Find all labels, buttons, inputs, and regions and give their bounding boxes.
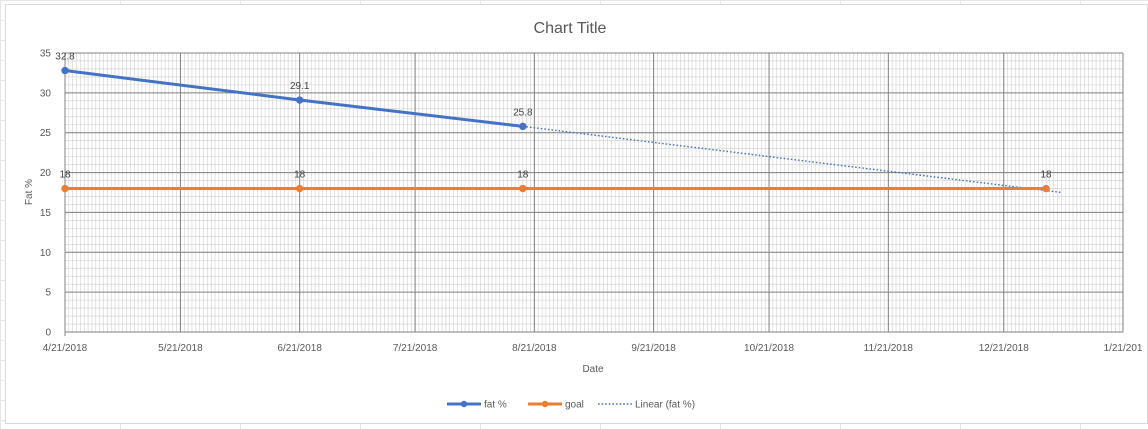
x-axis-tick-labels: 4/21/2018 5/21/2018 6/21/2018 7/21/2018 8/21… [43,343,1143,354]
x-tick-label: 11/21/2018 [864,343,914,354]
data-labels: 32.8 29.1 25.8 18 18 18 18 [55,52,1052,181]
y-tick-label: 30 [40,88,52,99]
x-tick-label: 9/21/2018 [631,343,676,354]
x-tick-label: 5/21/2018 [158,343,203,354]
legend-label: fat % [484,400,507,411]
data-point-goal[interactable] [295,184,304,193]
data-label-goal: 18 [1040,170,1052,181]
legend[interactable]: fat % goal Linear (fat %) [447,400,695,411]
y-tick-label: 0 [45,328,51,339]
x-axis-title[interactable]: Date [582,364,604,375]
legend-swatch-marker [541,400,549,408]
major-gridlines [64,52,1124,336]
data-point-goal[interactable] [1042,184,1050,193]
legend-item[interactable]: fat % [447,400,507,411]
series-layer [61,66,1062,194]
data-label-goal: 18 [517,170,529,181]
x-tick-label: 12/21/2018 [979,343,1029,354]
data-point-fat[interactable] [519,122,527,131]
legend-item[interactable]: Linear (fat %) [598,400,695,411]
data-point-fat[interactable] [295,96,304,104]
x-tick-label: 1/21/201 [1104,343,1143,354]
minor-gridlines [64,52,1124,333]
data-label-fat: 25.8 [513,107,533,118]
y-axis-title[interactable]: Fat % [24,179,35,205]
data-point-goal[interactable] [519,184,527,193]
legend-label: goal [565,400,584,411]
y-tick-label: 5 [45,288,51,299]
data-point-goal[interactable] [61,184,69,193]
trendline-linear-fat[interactable] [522,125,1062,194]
data-label-fat: 29.1 [290,81,310,92]
data-label-goal: 18 [294,170,306,181]
y-tick-label: 10 [40,248,52,259]
data-point-fat[interactable] [61,66,69,75]
y-tick-label: 25 [40,128,52,139]
x-tick-label: 10/21/2018 [744,343,794,354]
y-axis-tick-labels: 0 5 10 15 20 25 30 35 [40,49,52,339]
series-line-fat[interactable] [64,69,524,128]
legend-item[interactable]: goal [528,400,584,411]
y-tick-label: 15 [40,208,52,219]
x-tick-label: 6/21/2018 [277,343,322,354]
x-tick-label: 4/21/2018 [43,343,88,354]
y-tick-label: 35 [40,49,52,60]
legend-swatch-marker [460,400,468,408]
legend-label: Linear (fat %) [635,400,695,411]
y-tick-label: 20 [40,168,52,179]
chart-title[interactable]: Chart Title [534,20,607,37]
x-tick-label: 8/21/2018 [512,343,557,354]
x-tick-label: 7/21/2018 [393,343,438,354]
data-label-goal: 18 [59,170,71,181]
data-label-fat: 32.8 [55,52,75,63]
